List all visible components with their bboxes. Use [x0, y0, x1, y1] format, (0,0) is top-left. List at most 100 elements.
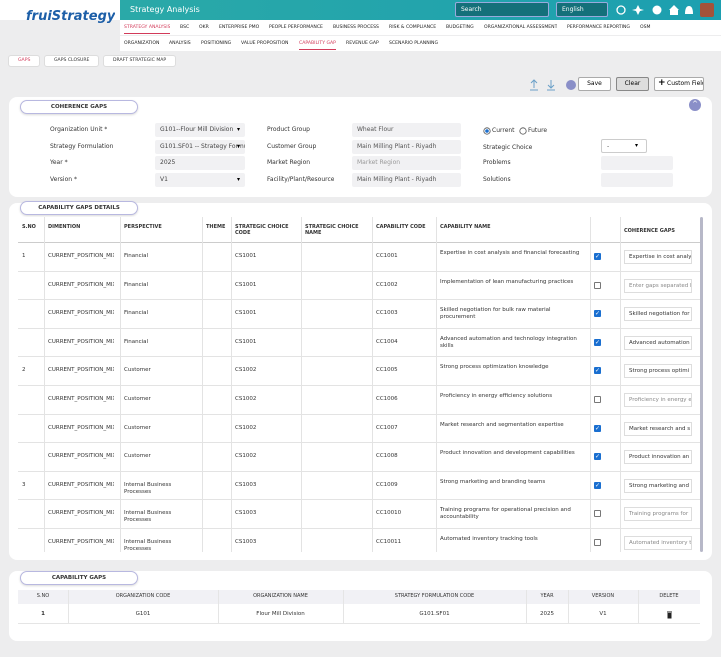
- checkbox[interactable]: [594, 510, 601, 518]
- gap-input[interactable]: Enter gaps separated l: [624, 278, 692, 293]
- info-icon[interactable]: [566, 80, 576, 90]
- download-icon[interactable]: [547, 80, 555, 91]
- column-header: STRATEGIC CHOICE NAME: [305, 224, 359, 236]
- language-select[interactable]: English: [556, 2, 608, 17]
- column-divider: [638, 590, 639, 624]
- checkbox[interactable]: [594, 396, 601, 403]
- nav-item[interactable]: PEOPLE PERFORMANCE: [269, 25, 323, 30]
- nav-item[interactable]: ORGANIZATION: [124, 41, 160, 46]
- table-cell: Financial: [124, 281, 149, 288]
- gap-input[interactable]: Product innovation an: [624, 450, 692, 465]
- input-box[interactable]: Main Milling Plant - Riyadh: [352, 140, 461, 154]
- gap-input[interactable]: Proficiency in energy e: [624, 393, 692, 407]
- table-cell: CS1001: [235, 281, 257, 288]
- link-icon[interactable]: [616, 5, 626, 15]
- nav-item[interactable]: VALUE PROPOSITION: [241, 41, 289, 46]
- table-cell: G101.SF01: [419, 611, 450, 617]
- table-row-border: [18, 499, 700, 501]
- gap-input[interactable]: Market research and s: [624, 421, 692, 436]
- checkbox[interactable]: ✓: [594, 424, 601, 432]
- search-box[interactable]: Search: [455, 2, 549, 17]
- app-title: Strategy Analysis: [130, 5, 200, 14]
- checkbox[interactable]: ✓: [594, 338, 601, 346]
- table-cell: CC1005: [376, 367, 398, 374]
- field-label: Facility/Plant/Resource: [267, 176, 335, 183]
- table-cell: Customer: [124, 396, 151, 402]
- radio-label: Future: [528, 127, 548, 134]
- nav-item[interactable]: CAPABILITY GAP: [299, 41, 336, 46]
- nav-item[interactable]: REVENUE GAP: [346, 41, 379, 46]
- table-cell: 3: [22, 481, 26, 488]
- table-cell: CURRENT_POSITION_MIX: [48, 310, 114, 317]
- nav-item[interactable]: OSM: [640, 25, 651, 30]
- table-cell: Internal Business Processes: [124, 510, 172, 524]
- nav-item[interactable]: BUDGETING: [446, 25, 474, 30]
- select-box[interactable]: G101--Flour Mill Division: [155, 123, 245, 137]
- tab[interactable]: GAPS: [8, 55, 41, 67]
- nav-item[interactable]: ENTERPRISE PMO: [219, 25, 260, 30]
- nav-item[interactable]: OKR: [199, 25, 209, 30]
- select-box[interactable]: G101.SF01 -- Strategy Formu: [155, 140, 245, 154]
- input-box[interactable]: [601, 173, 673, 187]
- header-icons: [616, 3, 714, 17]
- checkbox[interactable]: ✓: [594, 253, 601, 260]
- gap-input[interactable]: Strong marketing and: [624, 478, 692, 493]
- nav-item[interactable]: BSC: [180, 25, 190, 30]
- gap-input[interactable]: Skilled negotiation for: [624, 307, 692, 322]
- gap-input[interactable]: Training programs for: [624, 507, 692, 522]
- chevron: ▾: [635, 142, 639, 149]
- table-cell: Training programs for operational precis…: [440, 507, 571, 521]
- table-cell: CURRENT_POSITION_MIX: [48, 424, 114, 431]
- checkbox[interactable]: [594, 539, 601, 546]
- tab[interactable]: GAPS CLOSURE: [44, 55, 100, 67]
- input-box[interactable]: Wheat Flour: [352, 123, 461, 137]
- table-cell: Strong marketing and branding teams: [440, 478, 546, 485]
- save-button[interactable]: Save: [578, 77, 611, 91]
- input-box[interactable]: Market Region: [352, 156, 461, 170]
- column-header: CAPABILITY CODE: [376, 224, 426, 230]
- help-icon[interactable]: [652, 5, 662, 15]
- collapse-button[interactable]: ^: [689, 99, 701, 111]
- tab[interactable]: DRAFT STRATEGIC MAP: [103, 55, 177, 67]
- delete-icon[interactable]: [666, 611, 673, 619]
- gap-input[interactable]: Expertise in cost analy: [624, 250, 692, 264]
- active-underline: [124, 33, 170, 34]
- avatar[interactable]: [700, 3, 714, 17]
- scrollbar[interactable]: [700, 217, 703, 552]
- checkbox[interactable]: ✓: [594, 481, 601, 489]
- nav-item[interactable]: SCENARIO PLANNING: [389, 41, 439, 46]
- checkbox[interactable]: ✓: [594, 310, 601, 318]
- radio[interactable]: [483, 127, 491, 135]
- nav-item[interactable]: POSITIONING: [201, 41, 232, 46]
- upload-icon[interactable]: [530, 79, 538, 91]
- gap-input[interactable]: Advanced automation: [624, 335, 692, 350]
- nav-item[interactable]: ANALYSIS: [169, 41, 191, 46]
- column-divider: [202, 217, 203, 552]
- table-row-border: [18, 470, 700, 472]
- nav-item[interactable]: RISK & COMPLIANCE: [389, 25, 437, 30]
- select-box[interactable]: -: [601, 139, 647, 153]
- nav-item[interactable]: PERFORMANCE REPORTING: [567, 25, 630, 30]
- custom-field-button[interactable]: Custom Field: [654, 77, 704, 91]
- checkbox[interactable]: [594, 281, 601, 289]
- gap-input[interactable]: Automated inventory t: [624, 536, 692, 550]
- input-box[interactable]: 2025: [155, 156, 245, 170]
- nav-item[interactable]: STRATEGY ANALYSIS: [124, 25, 171, 30]
- ai-icon[interactable]: [632, 5, 644, 15]
- column-header: STRATEGIC CHOICE CODE: [235, 224, 289, 236]
- gap-input[interactable]: Strong process optimi: [624, 364, 692, 379]
- nav-item[interactable]: BUSINESS PROCESS: [333, 25, 379, 30]
- nav-item[interactable]: ORGANIZATIONAL ASSESSMENT: [484, 25, 558, 30]
- input-box[interactable]: [601, 156, 673, 170]
- radio[interactable]: [519, 127, 527, 135]
- home-icon[interactable]: [669, 5, 679, 15]
- table-cell: 2025: [540, 611, 554, 617]
- input-box[interactable]: Main Milling Plant - Riyadh: [352, 173, 461, 187]
- bell-icon[interactable]: [685, 6, 693, 14]
- clear-button[interactable]: Clear: [616, 77, 649, 91]
- section-title: CAPABILITY GAPS DETAILS: [20, 201, 138, 215]
- checkbox[interactable]: ✓: [594, 367, 601, 375]
- select-box[interactable]: V1: [155, 173, 245, 187]
- checkbox[interactable]: ✓: [594, 453, 601, 461]
- table-cell: Implementation of lean manufacturing pra…: [440, 278, 574, 285]
